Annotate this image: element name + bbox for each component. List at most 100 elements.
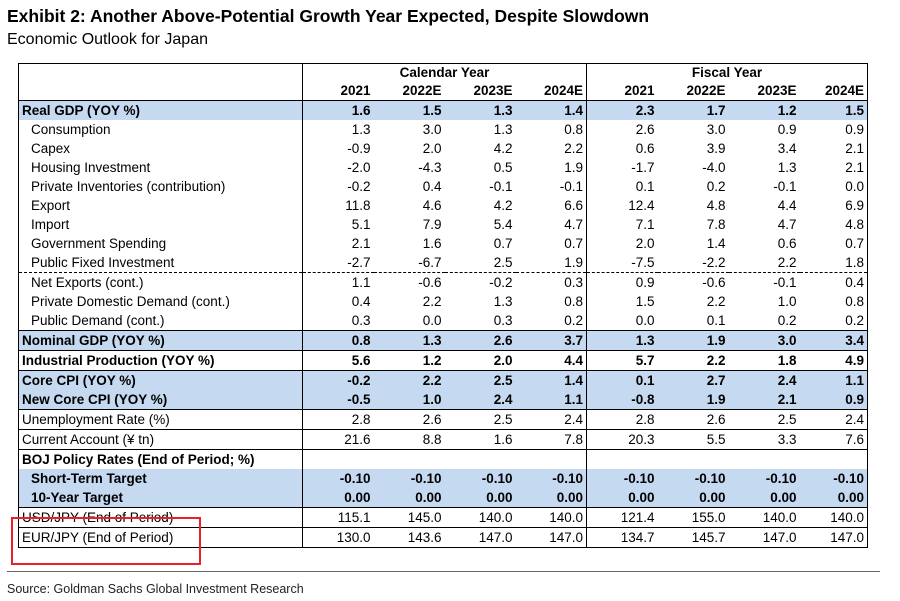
value-cell: -0.10 bbox=[373, 469, 445, 488]
value-cell: 0.8 bbox=[515, 120, 587, 139]
exhibit-title: Exhibit 2: Another Above-Potential Growt… bbox=[7, 6, 650, 26]
value-cell: 4.4 bbox=[515, 350, 587, 371]
unemployment-rate-row: Unemployment Rate (%) 2.8 2.6 2.5 2.4 2.8 2.6 2… bbox=[18, 409, 868, 430]
value-cell: 0.7 bbox=[493, 235, 513, 251]
value-cell: 0.6 bbox=[635, 140, 655, 156]
value-cell: 1.3 bbox=[351, 121, 371, 137]
value-cell: 2.6 bbox=[657, 409, 729, 430]
value-cell: -0.5 bbox=[302, 390, 374, 410]
header-blank bbox=[18, 63, 303, 82]
value-cell: 7.1 bbox=[635, 216, 655, 232]
value-cell: 0.9 bbox=[586, 272, 658, 292]
value-cell: -0.10 bbox=[657, 469, 729, 488]
value-cell: 4.8 bbox=[706, 197, 726, 213]
value-cell: 1.3 bbox=[493, 121, 513, 137]
value-cell: 121.4 bbox=[586, 507, 658, 528]
value-cell: 2.0 bbox=[422, 140, 442, 156]
value-cell: -0.1 bbox=[773, 178, 797, 194]
value-cell: 5.5 bbox=[657, 429, 729, 450]
value-cell: 0.9 bbox=[799, 120, 868, 139]
value-cell: 0.3 bbox=[493, 312, 513, 328]
row-label: Short-Term Target bbox=[18, 469, 303, 488]
value-cell: 2.2 bbox=[422, 293, 442, 309]
value-cell: 21.6 bbox=[302, 429, 374, 450]
row-label: Unemployment Rate (%) bbox=[18, 409, 303, 430]
value-cell: 1.5 bbox=[799, 100, 868, 120]
value-cell: 2.5 bbox=[444, 409, 516, 430]
value-cell: -0.2 bbox=[302, 370, 374, 390]
value-cell: 0.7 bbox=[515, 234, 587, 253]
value-cell: 11.8 bbox=[345, 197, 371, 213]
consumption-row: Consumption 1.3 3.0 1.3 0.8 2.6 3.0 0.9 0.9 bbox=[18, 120, 868, 139]
value-cell: 130.0 bbox=[302, 527, 374, 548]
value-cell: 0.00 bbox=[444, 488, 516, 508]
value-cell bbox=[444, 449, 516, 469]
core-cpi-row: Core CPI (YOY %) -0.2 2.2 2.5 1.4 0.1 2.7 2.4 1.… bbox=[18, 370, 868, 390]
value-cell: 0.9 bbox=[799, 390, 868, 410]
value-cell: 12.4 bbox=[628, 197, 655, 213]
value-cell: -2.2 bbox=[702, 254, 726, 270]
value-cell bbox=[302, 449, 374, 469]
value-cell: 1.1 bbox=[799, 370, 868, 390]
value-cell bbox=[657, 449, 729, 469]
usd-jpy-row: USD/JPY (End of Period) 115.1 145.0 140.0 14… bbox=[18, 507, 868, 528]
value-cell: 2.1 bbox=[351, 235, 371, 251]
table-body: Calendar Year Fiscal Year 2021 2022E 202… bbox=[18, 63, 868, 548]
value-cell: -0.2 bbox=[347, 178, 371, 194]
row-label: Housing Investment bbox=[18, 158, 303, 177]
value-cell: 0.00 bbox=[515, 488, 587, 508]
economic-outlook-table: Calendar Year Fiscal Year 2021 2022E 202… bbox=[18, 63, 868, 548]
value-cell bbox=[728, 449, 800, 469]
public-fixed-investment-row: Public Fixed Investment -2.7 -6.7 2.5 1.9 -7.… bbox=[18, 253, 868, 273]
value-cell: 5.6 bbox=[302, 350, 374, 371]
value-cell: 2.5 bbox=[493, 254, 513, 270]
value-cell: 0.8 bbox=[302, 330, 374, 351]
capex-row: Capex -0.9 2.0 4.2 2.2 0.6 3.9 3.4 2.1 bbox=[18, 139, 868, 158]
row-label: 10-Year Target bbox=[18, 488, 303, 508]
value-cell: 4.8 bbox=[799, 215, 868, 234]
value-cell bbox=[515, 449, 587, 469]
value-cell: 5.4 bbox=[493, 216, 513, 232]
row-label: BOJ Policy Rates (End of Period; %) bbox=[18, 449, 303, 469]
private-inventories-row: Private Inventories (contribution) -0.2 0.… bbox=[18, 177, 868, 196]
value-cell: 1.9 bbox=[657, 390, 729, 410]
value-cell: 3.4 bbox=[777, 140, 797, 156]
housing-investment-row: Housing Investment -2.0 -4.3 0.5 1.9 -1.7 -4.0… bbox=[18, 158, 868, 177]
value-cell: 1.9 bbox=[515, 158, 587, 177]
value-cell: 1.5 bbox=[373, 100, 445, 120]
value-cell: 147.0 bbox=[728, 527, 800, 548]
value-cell: 2.5 bbox=[444, 370, 516, 390]
value-cell: 3.0 bbox=[422, 121, 442, 137]
value-cell: 4.4 bbox=[777, 197, 797, 213]
export-row: Export 11.8 4.6 4.2 6.6 12.4 4.8 4.4 6.9 bbox=[18, 196, 868, 215]
value-cell: 2.6 bbox=[373, 409, 445, 430]
value-cell: 0.7 bbox=[799, 234, 868, 253]
current-account-row: Current Account (¥ tn) 21.6 8.8 1.6 7.8 20.3 5… bbox=[18, 429, 868, 450]
value-cell: 0.9 bbox=[777, 121, 797, 137]
value-cell: -0.1 bbox=[728, 272, 800, 292]
row-label: USD/JPY (End of Period) bbox=[18, 507, 303, 528]
value-cell: 0.4 bbox=[351, 293, 371, 309]
year-header: 2023E bbox=[757, 83, 797, 98]
value-cell: -0.10 bbox=[444, 469, 516, 488]
import-row: Import 5.1 7.9 5.4 4.7 7.1 7.8 4.7 4.8 bbox=[18, 215, 868, 234]
value-cell bbox=[799, 449, 868, 469]
row-label: Nominal GDP (YOY %) bbox=[18, 330, 303, 351]
value-cell: 0.00 bbox=[302, 488, 374, 508]
value-cell: 5.7 bbox=[586, 350, 658, 371]
value-cell: -0.1 bbox=[489, 178, 513, 194]
value-cell: -1.7 bbox=[631, 159, 655, 175]
row-label: Net Exports (cont.) bbox=[18, 272, 303, 292]
value-cell: -7.5 bbox=[631, 254, 655, 270]
value-cell: 0.00 bbox=[373, 488, 445, 508]
value-cell: 0.1 bbox=[586, 370, 658, 390]
value-cell: 5.1 bbox=[351, 216, 371, 232]
value-cell: 1.6 bbox=[302, 100, 374, 120]
source-note: Source: Goldman Sachs Global Investment … bbox=[7, 582, 304, 596]
value-cell: 0.00 bbox=[586, 488, 658, 508]
value-cell: 140.0 bbox=[444, 507, 516, 528]
value-cell: 2.2 bbox=[777, 254, 797, 270]
value-cell: 1.3 bbox=[493, 293, 513, 309]
value-cell: 4.6 bbox=[422, 197, 442, 213]
year-header: 2022E bbox=[402, 83, 442, 98]
